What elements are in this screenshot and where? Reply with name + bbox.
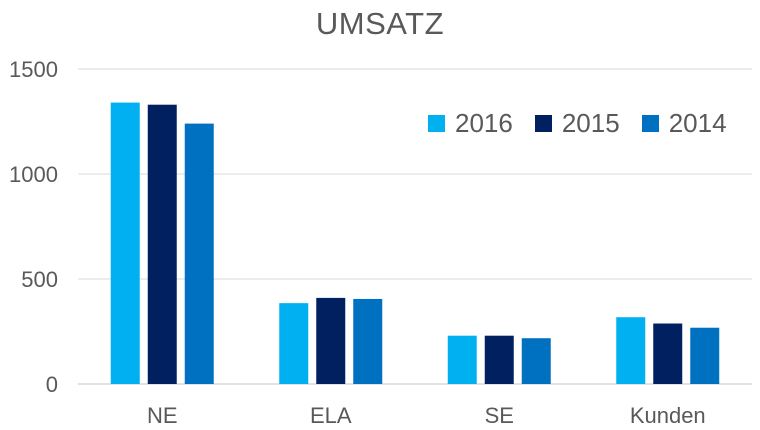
legend-swatch-2016 bbox=[428, 115, 445, 132]
chart-title: UMSATZ bbox=[315, 6, 445, 41]
legend-swatch-2014 bbox=[641, 115, 659, 132]
x-tick-label-ELA: ELA bbox=[310, 403, 352, 428]
bar-NE-2015 bbox=[147, 104, 177, 384]
x-tick-label-Kunden: Kunden bbox=[630, 403, 706, 428]
bar-Kunden-2016 bbox=[616, 317, 646, 384]
y-tick-label-500: 500 bbox=[21, 267, 58, 292]
legend-label-2016: 2016 bbox=[455, 108, 513, 138]
bar-SE-2015 bbox=[484, 335, 514, 384]
legend-label-2015: 2015 bbox=[561, 108, 620, 138]
bar-Kunden-2014 bbox=[690, 327, 720, 384]
y-tick-label-1500: 1500 bbox=[9, 57, 58, 82]
x-tick-label-SE: SE bbox=[485, 403, 514, 428]
bar-ELA-2014 bbox=[353, 298, 383, 384]
bar-Kunden-2015 bbox=[653, 323, 683, 384]
bar-NE-2014 bbox=[184, 123, 214, 384]
bar-NE-2016 bbox=[110, 102, 140, 384]
legend-item-2014: 2014 bbox=[641, 108, 727, 139]
y-tick-label-1000: 1000 bbox=[9, 162, 58, 187]
bar-SE-2016 bbox=[447, 335, 477, 384]
bar-SE-2014 bbox=[521, 338, 551, 384]
bar-ELA-2015 bbox=[316, 297, 346, 384]
legend: 2016 2015 2014 bbox=[428, 108, 727, 139]
legend-swatch-2015 bbox=[534, 115, 552, 132]
bar-ELA-2016 bbox=[279, 303, 309, 384]
legend-label-2014: 2014 bbox=[668, 108, 727, 138]
legend-item-2016: 2016 bbox=[428, 108, 513, 139]
legend-item-2015: 2015 bbox=[534, 108, 620, 139]
x-tick-label-NE: NE bbox=[147, 403, 178, 428]
y-tick-label-0: 0 bbox=[46, 372, 58, 397]
